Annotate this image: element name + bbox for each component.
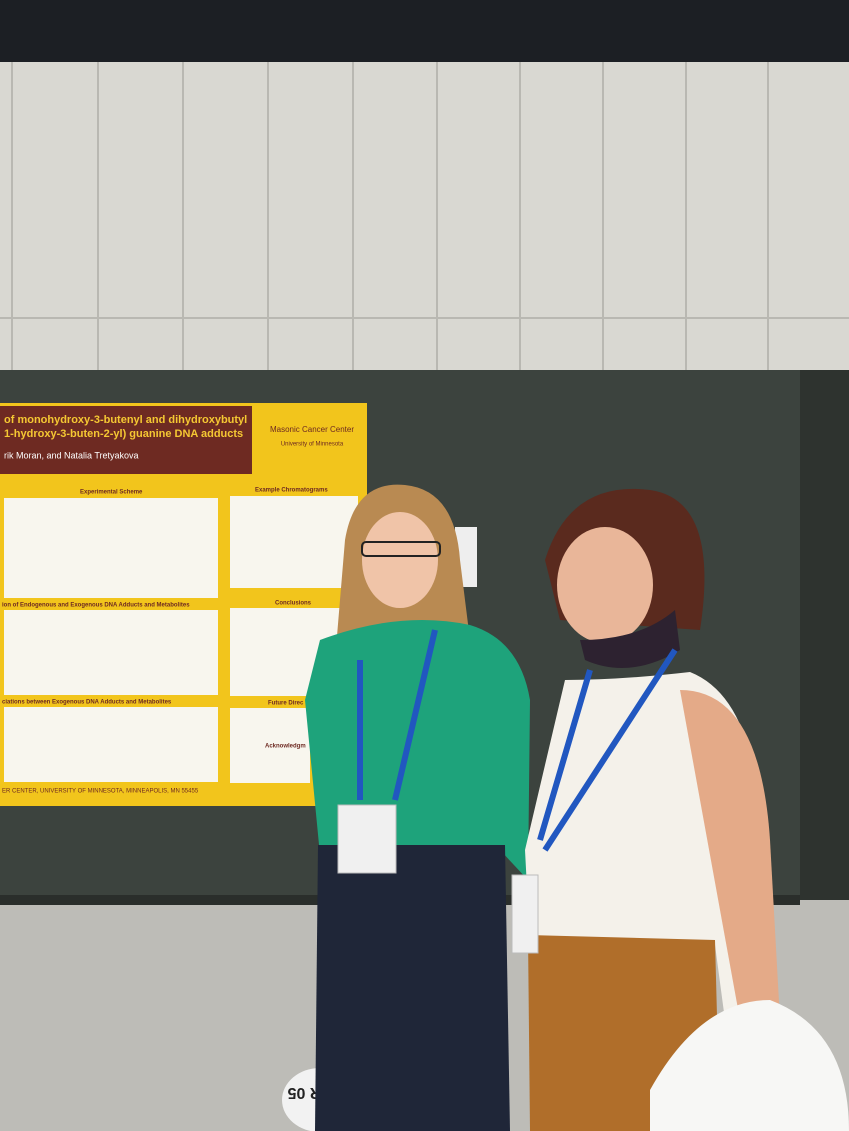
section-title: Example Chromatograms <box>255 488 328 494</box>
section-title: Experimental Scheme <box>80 490 143 496</box>
logo-text: University of Minnesota <box>281 442 344 448</box>
poster-panel <box>230 708 310 783</box>
person-right <box>511 488 849 1131</box>
ceiling <box>0 0 849 62</box>
wall-panels <box>0 62 849 372</box>
section-title: ion of Endogenous and Exogenous DNA Addu… <box>2 603 190 609</box>
poster-title: of monohydroxy-3-butenyl and dihydroxybu… <box>4 414 247 426</box>
poster-title: 1-hydroxy-3-buten-2-yl) guanine DNA addu… <box>4 428 243 440</box>
person-left <box>305 484 530 1131</box>
board-side <box>800 370 849 900</box>
section-title: Acknowledgm <box>265 744 306 750</box>
section-title: Conclusions <box>275 601 312 607</box>
poster-panel <box>230 496 358 588</box>
poster-panel <box>4 707 218 782</box>
poster-authors: rik Moran, and Natalia Tretyakova <box>4 450 139 460</box>
poster-panel <box>4 498 218 598</box>
section-title: ciations between Exogenous DNA Adducts a… <box>2 700 172 706</box>
logo-text: Masonic Cancer Center <box>270 425 354 434</box>
poster-title-band <box>0 406 252 474</box>
poster-footer: ER CENTER, UNIVERSITY OF MINNESOTA, MINN… <box>2 789 199 795</box>
wall <box>0 62 849 372</box>
section-title: Future Direc <box>268 701 304 707</box>
poster-panel <box>4 610 218 695</box>
